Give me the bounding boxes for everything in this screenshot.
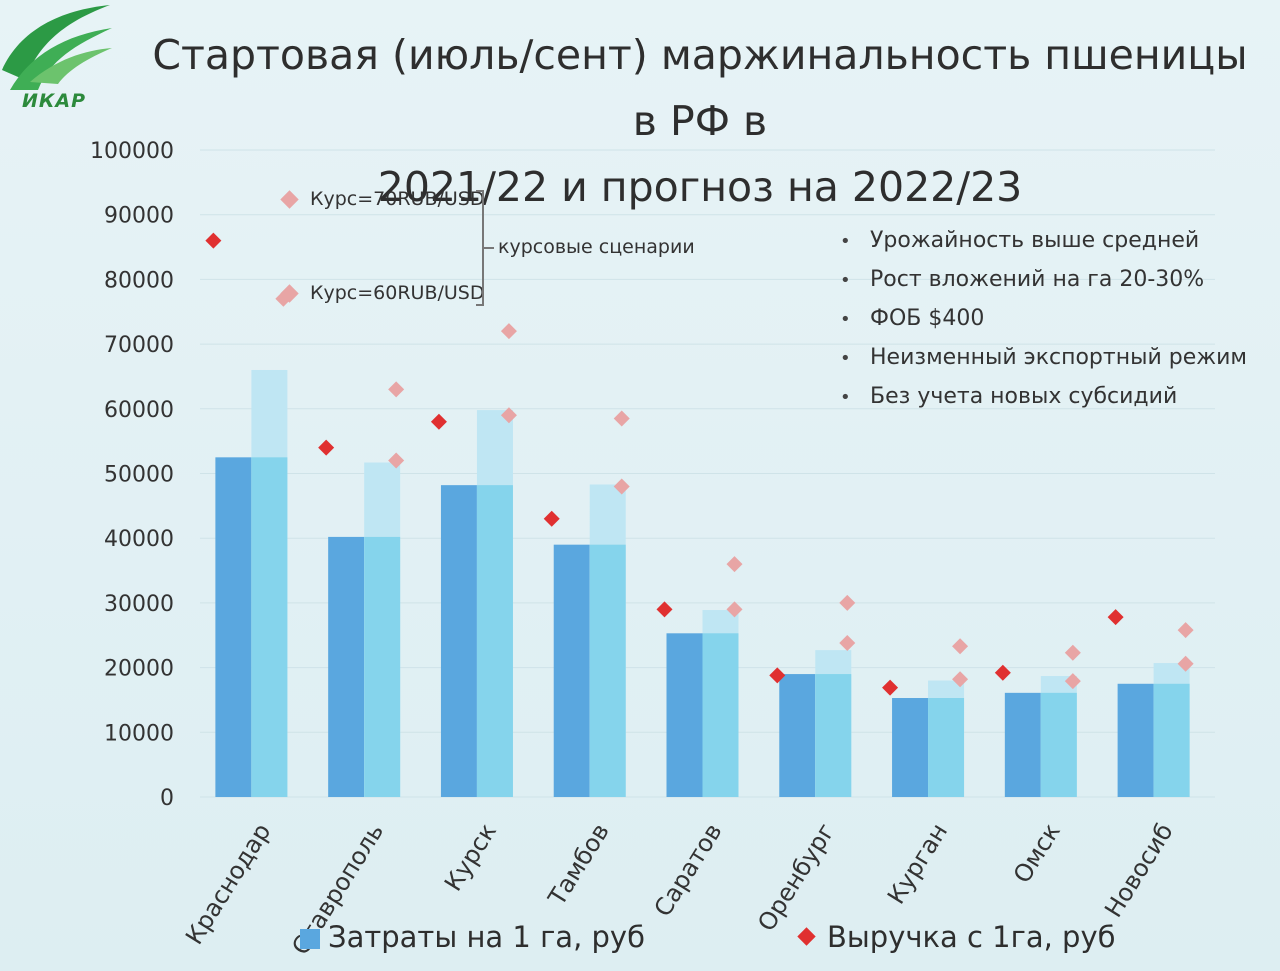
bar-cost-2022-base [1040,692,1077,797]
revenue-2021-point [543,510,560,527]
x-tick-label: Тамбов [542,818,615,911]
bar-cost-2022-base [1153,683,1190,797]
scenario-bracket-tick [484,247,494,249]
scenario-low: Курс=60RUB/USD [280,282,485,304]
revenue-70rub-point [726,556,743,573]
revenue-60rub-point [500,407,517,424]
y-tick-label: 30000 [104,592,174,617]
x-tick-label: Новосиб [1099,818,1178,922]
y-tick-label: 40000 [104,527,174,552]
diamond-high-icon [280,190,299,209]
revenue-2021-point [769,667,786,684]
revenue-70rub-point [839,594,856,611]
bar-cost-2022-base [364,536,401,797]
x-tick-label: Курск [439,818,502,896]
scenario-low-label: Курс=60RUB/USD [310,282,485,304]
title-line-2: 2021/22 и прогноз на 2022/23 [377,163,1023,211]
revenue-60rub-point [613,478,630,495]
bar-cost-2021 [215,457,252,797]
revenue-2021-point [994,664,1011,681]
y-tick-label: 0 [160,786,174,811]
revenue-70rub-point [952,638,969,655]
legend-costs: Затраты на 1 га, руб [300,920,645,954]
revenue-2021-point [318,439,335,456]
logo-text: ИКАР [22,90,87,112]
bar-cost-2022-base [476,485,513,797]
bar-cost-2021 [892,698,929,797]
assumption-item: • Без учета новых субсидий [840,384,1178,409]
ikar-logo-icon [2,5,112,90]
revenue-70rub-point [1064,644,1081,661]
x-tick-label: Краснодар [180,818,276,949]
revenue-70rub-point [388,381,405,398]
assumption-item: • Рост вложений на га 20-30% [840,267,1205,292]
legend-revenue-diamond-icon [797,927,816,946]
revenue-70rub-point [1177,622,1194,639]
revenue-60rub-point [726,601,743,618]
bar-cost-2021 [553,544,590,797]
x-tick-label: Омск [1008,818,1066,888]
revenue-70rub-point [613,410,630,427]
legend-costs-label: Затраты на 1 га, руб [328,920,645,954]
x-tick-label: Оренбург [752,818,840,936]
revenue-2021-point [1107,609,1124,626]
revenue-2021-point [656,601,673,618]
diamond-low-icon [280,284,299,303]
y-tick-label: 80000 [104,268,174,293]
y-tick-label: 70000 [104,333,174,358]
legend-revenue: Выручка с 1га, руб [797,920,1116,954]
assumption-item: • ФОБ $400 [840,306,985,331]
bar-cost-2021 [1004,692,1041,797]
bar-cost-2021 [328,536,365,797]
assumptions-list: • Урожайность выше средней • Рост вложений… [840,222,1247,417]
y-tick-label: 10000 [104,721,174,746]
bar-cost-2021 [1117,683,1154,797]
legend-costs-swatch-icon [300,929,320,949]
revenue-60rub-point [1177,655,1194,672]
revenue-60rub-point [1064,673,1081,690]
revenue-60rub-point [839,635,856,652]
bar-cost-2022-base [589,544,626,797]
bar-cost-2022-base [815,674,852,797]
x-tick-label: Саратов [649,818,728,921]
title-line-1: Стартовая (июль/сент) маржинальность пше… [152,31,1248,145]
bar-cost-2022-base [928,698,965,797]
legend-revenue-label: Выручка с 1га, руб [827,920,1116,954]
revenue-2021-point [882,679,899,696]
revenue-2021-point [430,413,447,430]
scenario-high-label: Курс=70RUB/USD [310,188,485,210]
assumption-item: • Урожайность выше средней [840,228,1200,253]
bar-cost-2021 [666,633,703,797]
revenue-2021-point [205,232,222,249]
y-tick-label: 100000 [90,139,174,164]
bar-cost-2021 [779,674,816,797]
y-tick-label: 50000 [104,463,174,488]
revenue-70rub-point [500,323,517,340]
y-tick-label: 90000 [104,204,174,229]
assumption-item: • Неизменный экспортный режим [840,345,1247,370]
bar-cost-2022-base [251,457,288,797]
scenario-bracket [476,190,484,306]
chart-title: Стартовая (июль/сент) маржинальность пше… [150,22,1250,220]
y-tick-label: 60000 [104,398,174,423]
revenue-60rub-point [388,452,405,469]
y-tick-label: 20000 [104,657,174,682]
bar-cost-2021 [440,485,477,797]
revenue-60rub-point [952,671,969,688]
scenario-high: Курс=70RUB/USD [280,188,485,210]
x-tick-label: Курган [882,818,953,909]
bar-cost-2022-base [702,633,739,797]
scenario-bracket-label: курсовые сценарии [498,236,695,258]
